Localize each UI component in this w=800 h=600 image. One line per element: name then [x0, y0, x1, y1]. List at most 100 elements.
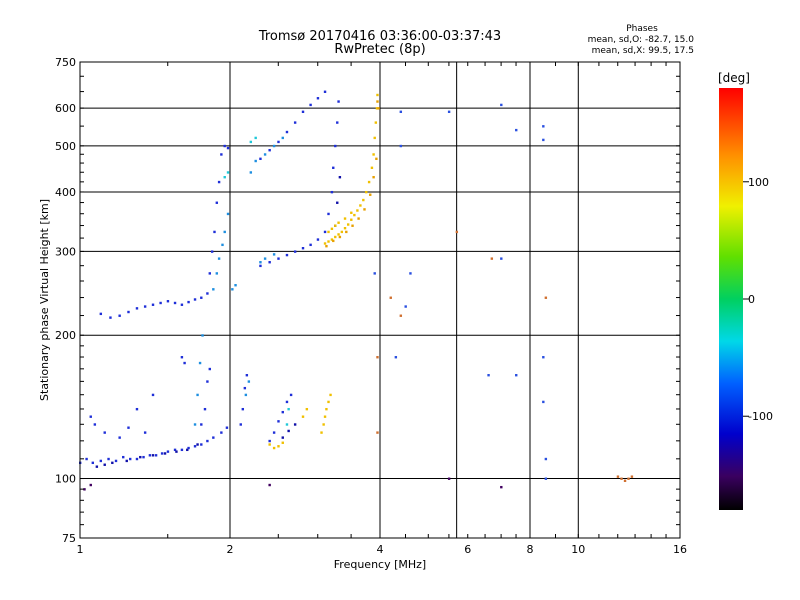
data-point	[374, 121, 378, 124]
colorbar-label: [deg]	[718, 71, 750, 85]
data-point	[125, 459, 128, 463]
data-point	[223, 144, 226, 148]
data-point	[377, 107, 380, 110]
data-point	[114, 459, 118, 463]
data-point	[343, 217, 347, 220]
data-point	[327, 240, 330, 243]
data-point	[206, 292, 209, 295]
phase-stats-line-o: mean, sd,O: -82.7, 15.0	[588, 35, 695, 45]
data-point	[359, 204, 362, 207]
data-point	[226, 171, 230, 174]
data-point	[272, 446, 276, 450]
data-point	[332, 166, 335, 169]
data-point	[630, 475, 634, 478]
data-point	[154, 454, 158, 457]
data-point	[301, 247, 305, 250]
data-point	[289, 393, 293, 397]
data-point	[623, 479, 627, 483]
data-point	[89, 415, 92, 418]
y-tick-label: 400	[55, 186, 76, 199]
data-point	[323, 415, 327, 418]
data-point	[620, 477, 623, 480]
data-point	[325, 407, 328, 411]
data-point	[223, 230, 226, 234]
data-point	[187, 446, 190, 450]
data-point	[515, 128, 518, 132]
data-point	[367, 180, 371, 184]
data-point	[163, 452, 167, 455]
data-point	[122, 455, 125, 459]
data-point	[200, 443, 203, 446]
data-point	[337, 233, 340, 236]
data-point	[223, 175, 226, 179]
data-point	[363, 208, 366, 211]
data-point	[83, 488, 86, 491]
data-point	[135, 307, 139, 310]
y-tick-label: 200	[55, 329, 76, 342]
data-point	[272, 144, 276, 148]
data-point	[309, 103, 312, 107]
data-point	[217, 180, 221, 184]
data-point	[542, 138, 545, 142]
y-tick-label: 100	[55, 473, 76, 486]
data-point	[139, 455, 142, 459]
data-point	[332, 239, 335, 243]
data-point	[160, 452, 164, 455]
data-point	[616, 475, 620, 478]
data-point	[193, 445, 197, 448]
data-point	[399, 314, 403, 317]
data-point	[212, 288, 215, 291]
data-point	[231, 288, 234, 291]
data-point	[281, 410, 284, 414]
data-point	[301, 415, 305, 418]
data-point	[330, 238, 334, 241]
data-point	[500, 257, 503, 260]
data-point	[287, 429, 290, 433]
data-point	[345, 230, 348, 234]
data-point	[351, 224, 354, 227]
data-point	[409, 272, 412, 275]
data-point	[362, 198, 365, 202]
data-point	[148, 454, 152, 457]
data-point	[305, 407, 309, 411]
data-point	[500, 485, 503, 489]
data-point	[234, 284, 237, 287]
data-point	[109, 316, 112, 319]
data-point	[196, 393, 199, 397]
data-point	[201, 334, 204, 337]
data-point	[357, 217, 360, 220]
data-point	[293, 423, 297, 426]
x-tick-label: 16	[673, 543, 687, 556]
data-point	[244, 393, 248, 397]
data-point	[376, 93, 379, 97]
data-point	[330, 190, 334, 194]
x-axis-label: Frequency [MHz]	[334, 558, 426, 571]
data-point	[373, 272, 376, 275]
data-point	[399, 144, 403, 148]
data-point	[337, 221, 340, 224]
data-point	[206, 380, 209, 383]
data-point	[394, 356, 398, 359]
data-point	[143, 305, 147, 308]
data-point	[301, 110, 305, 114]
data-point	[323, 242, 327, 245]
data-point	[281, 136, 284, 140]
data-point	[99, 312, 103, 316]
data-point	[327, 212, 330, 216]
data-point	[107, 457, 110, 461]
data-point	[277, 140, 280, 144]
data-point	[373, 136, 376, 140]
data-point	[143, 431, 147, 434]
data-point	[183, 361, 186, 365]
data-point	[142, 455, 145, 459]
data-point	[99, 459, 103, 463]
y-tick-label: 75	[62, 532, 76, 545]
data-point	[151, 303, 155, 306]
data-point	[95, 465, 99, 468]
data-point	[268, 148, 271, 152]
data-point	[309, 243, 312, 247]
data-point	[127, 310, 130, 314]
data-point	[221, 243, 224, 247]
data-point	[316, 97, 320, 100]
